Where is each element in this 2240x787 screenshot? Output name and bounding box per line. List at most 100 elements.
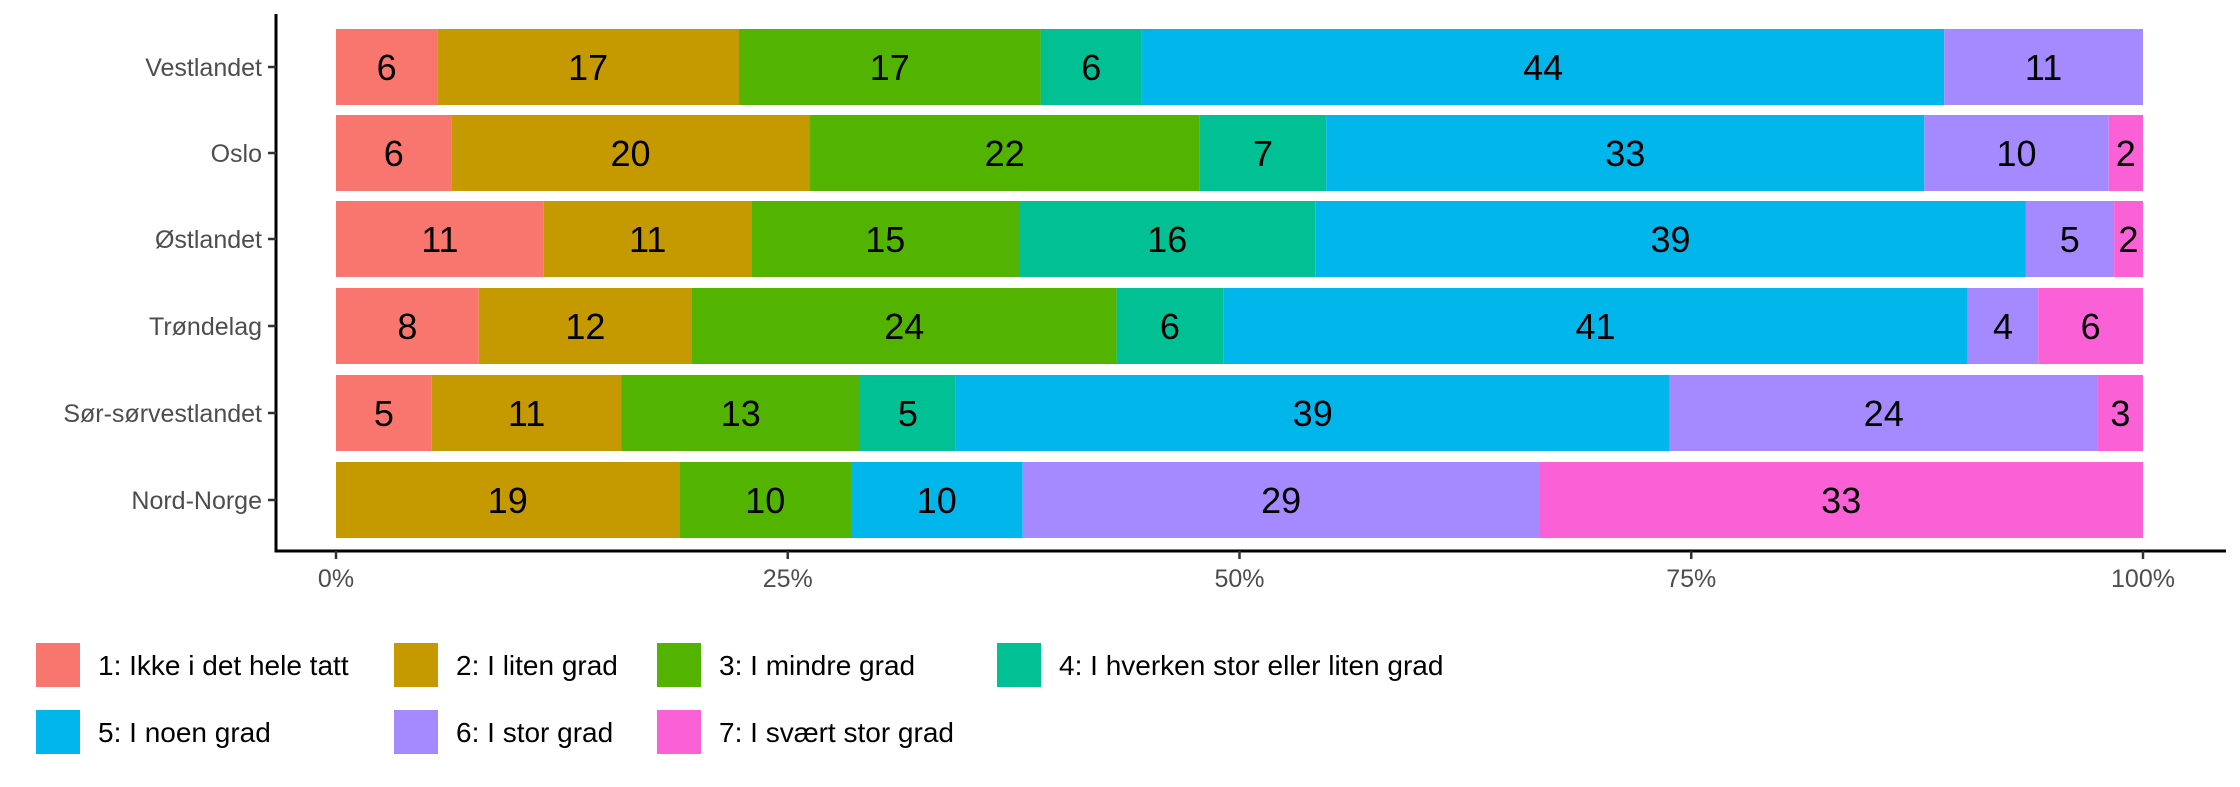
data-label: 33 <box>1605 133 1645 174</box>
x-tick-label: 0% <box>318 565 354 593</box>
data-label: 2 <box>2118 219 2138 260</box>
legend-swatch <box>394 710 438 754</box>
legend-item-4: 4: I hverken stor eller liten grad <box>997 643 1443 687</box>
legend-swatch <box>394 643 438 687</box>
bar-segment-stlandet-3 <box>751 201 1019 277</box>
bar-segment-stlandet-5 <box>1315 201 2026 277</box>
data-label: 11 <box>2025 47 2062 88</box>
data-label: 11 <box>508 393 545 434</box>
y-tick-label-vestlandet: Vestlandet <box>145 54 262 82</box>
bar-row-stlandet: 11 11 15 16 39 5 2 <box>336 201 2143 277</box>
data-label: 6 <box>1081 47 1101 88</box>
bar-segment-s-r-s-rvestlandet-1 <box>336 375 432 451</box>
bar-segment-nord-norge-7 <box>1539 462 2143 538</box>
y-tick-label-s-r-s-rvestlandet: Sør-sørvestlandet <box>63 400 262 428</box>
data-label: 17 <box>568 47 608 88</box>
data-label: 12 <box>565 306 605 347</box>
bar-row-oslo: 6 20 22 7 33 10 2 <box>336 115 2143 191</box>
x-tick-label: 75% <box>1666 565 1716 593</box>
bar-segment-oslo-5 <box>1326 115 1925 191</box>
data-label: 6 <box>384 133 404 174</box>
data-label: 6 <box>377 47 397 88</box>
data-label: 2 <box>2116 133 2136 174</box>
legend-swatch <box>997 643 1041 687</box>
legend-label: 5: I noen grad <box>98 717 271 748</box>
data-label: 11 <box>421 219 458 260</box>
data-label: 15 <box>865 219 905 260</box>
bar-segment-nord-norge-5 <box>851 462 1023 538</box>
legend-label: 4: I hverken stor eller liten grad <box>1059 650 1443 681</box>
data-label: 10 <box>917 480 957 521</box>
legend-item-1: 1: Ikke i det hele tatt <box>36 643 349 687</box>
bar-segment-s-r-s-rvestlandet-6 <box>1669 375 2098 451</box>
bar-segment-oslo-2 <box>451 115 810 191</box>
bar-segment-oslo-1 <box>336 115 452 191</box>
data-label: 5 <box>898 393 918 434</box>
legend-label: 7: I svært stor grad <box>719 717 954 748</box>
bar-segment-tr-ndelag-3 <box>692 288 1117 364</box>
data-label: 11 <box>629 219 666 260</box>
bar-segment-s-r-s-rvestlandet-5 <box>955 375 1670 451</box>
legend-swatch <box>36 710 80 754</box>
bar-segment-stlandet-2 <box>543 201 752 277</box>
bar-segment-tr-ndelag-7 <box>2038 288 2143 364</box>
data-label: 20 <box>610 133 650 174</box>
bar-segment-stlandet-7 <box>2114 201 2143 277</box>
legend-item-7: 7: I svært stor grad <box>657 710 954 754</box>
data-label: 3 <box>2110 393 2130 434</box>
bar-segment-vestlandet-1 <box>336 29 438 105</box>
legend-item-6: 6: I stor grad <box>394 710 613 754</box>
data-label: 17 <box>870 47 910 88</box>
bar-segment-s-r-s-rvestlandet-4 <box>860 375 956 451</box>
bar-row-vestlandet: 6 17 17 6 44 11 <box>336 29 2143 105</box>
data-label: 44 <box>1523 47 1563 88</box>
data-label: 19 <box>488 480 528 521</box>
data-label: 6 <box>2081 306 2101 347</box>
bar-segment-stlandet-1 <box>336 201 544 277</box>
bar-segment-oslo-4 <box>1199 115 1327 191</box>
legend-label: 6: I stor grad <box>456 717 613 748</box>
legend-swatch <box>36 643 80 687</box>
data-label: 33 <box>1821 480 1861 521</box>
y-tick-label-stlandet: Østlandet <box>155 226 262 254</box>
bar-segment-nord-norge-6 <box>1022 462 1540 538</box>
bar-row-nord-norge: 19 10 10 29 33 <box>336 462 2143 538</box>
bar-segment-vestlandet-3 <box>739 29 1041 105</box>
bar-segment-tr-ndelag-5 <box>1223 288 1968 364</box>
legend-item-3: 3: I mindre grad <box>657 643 915 687</box>
y-tick-label-tr-ndelag: Trøndelag <box>149 313 262 341</box>
data-label: 22 <box>985 133 1025 174</box>
bar-segment-vestlandet-6 <box>1944 29 2143 105</box>
bar-row-s-r-s-rvestlandet: 5 11 13 5 39 24 3 <box>336 375 2143 451</box>
data-label: 10 <box>745 480 785 521</box>
data-label: 4 <box>1993 306 2013 347</box>
legend-swatch <box>657 710 701 754</box>
bar-segment-oslo-7 <box>2108 115 2143 191</box>
data-label: 7 <box>1253 133 1273 174</box>
data-label: 41 <box>1575 306 1615 347</box>
y-tick-label-oslo: Oslo <box>211 140 262 168</box>
data-label: 5 <box>2060 219 2080 260</box>
bar-segment-tr-ndelag-2 <box>478 288 692 364</box>
bar-segment-tr-ndelag-1 <box>336 288 479 364</box>
legend-swatch <box>657 643 701 687</box>
bars-layer: 6 17 17 6 44 116 20 22 7 33 10 211 11 15 16 39 5 28 12 24 6 4… <box>336 29 2143 538</box>
bar-segment-s-r-s-rvestlandet-3 <box>621 375 860 451</box>
data-label: 8 <box>397 306 417 347</box>
data-label: 39 <box>1650 219 1690 260</box>
legend: 1: Ikke i det hele tatt 2: I liten grad 3:… <box>36 643 1443 754</box>
data-label: 29 <box>1261 480 1301 521</box>
bar-segment-stlandet-6 <box>2025 201 2114 277</box>
bar-segment-nord-norge-3 <box>679 462 851 538</box>
bar-segment-tr-ndelag-6 <box>1967 288 2039 364</box>
legend-label: 1: Ikke i det hele tatt <box>98 650 349 681</box>
x-tick-label: 100% <box>2111 565 2175 593</box>
bar-segment-vestlandet-5 <box>1141 29 1945 105</box>
bar-row-tr-ndelag: 8 12 24 6 41 4 6 <box>336 288 2143 364</box>
data-label: 39 <box>1293 393 1333 434</box>
x-tick-label: 25% <box>763 565 813 593</box>
legend-label: 2: I liten grad <box>456 650 618 681</box>
bar-segment-vestlandet-2 <box>437 29 739 105</box>
bar-segment-oslo-6 <box>1924 115 2109 191</box>
